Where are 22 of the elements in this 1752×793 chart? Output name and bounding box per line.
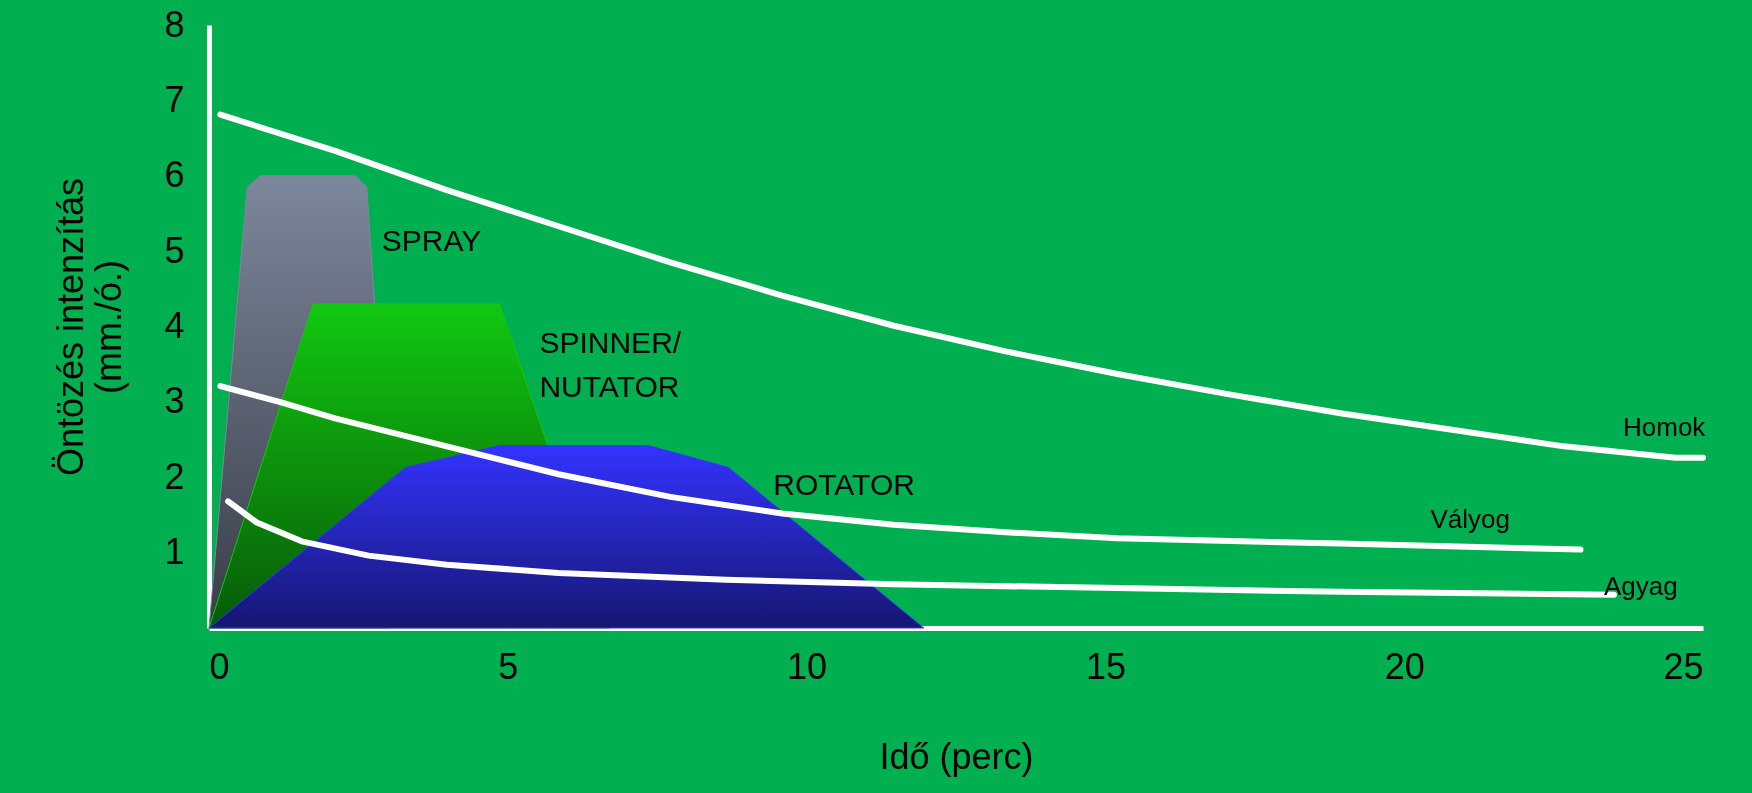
x-tick-label: 0 <box>209 645 230 687</box>
y-tick-label: 8 <box>164 3 185 45</box>
y-axis-title: Öntözés intenzítás (mm./ó.) <box>50 177 130 477</box>
y-tick-label: 3 <box>164 380 185 422</box>
x-tick-label: 15 <box>1085 645 1126 687</box>
y-tick-label: 2 <box>164 455 185 497</box>
x-tick-label: 20 <box>1384 645 1425 687</box>
series-label: Vályog <box>1430 503 1510 534</box>
y-tick-label: 1 <box>164 531 185 573</box>
x-tick-label: 25 <box>1663 645 1704 687</box>
series-label: SPINNER/ NUTATOR <box>539 325 682 403</box>
x-tick-label: 5 <box>498 645 519 687</box>
y-tick-label: 6 <box>164 154 185 196</box>
series-label: SPRAY <box>381 224 482 258</box>
series-label: Agyag <box>1603 570 1678 601</box>
series-label: ROTATOR <box>773 467 915 501</box>
x-tick-label: 10 <box>787 645 828 687</box>
y-tick-label: 7 <box>164 78 185 120</box>
series-label: Homok <box>1623 411 1707 442</box>
y-tick-label: 4 <box>164 305 185 346</box>
y-tick-label: 5 <box>164 229 185 271</box>
x-axis-title: Idő (perc) <box>879 735 1034 777</box>
